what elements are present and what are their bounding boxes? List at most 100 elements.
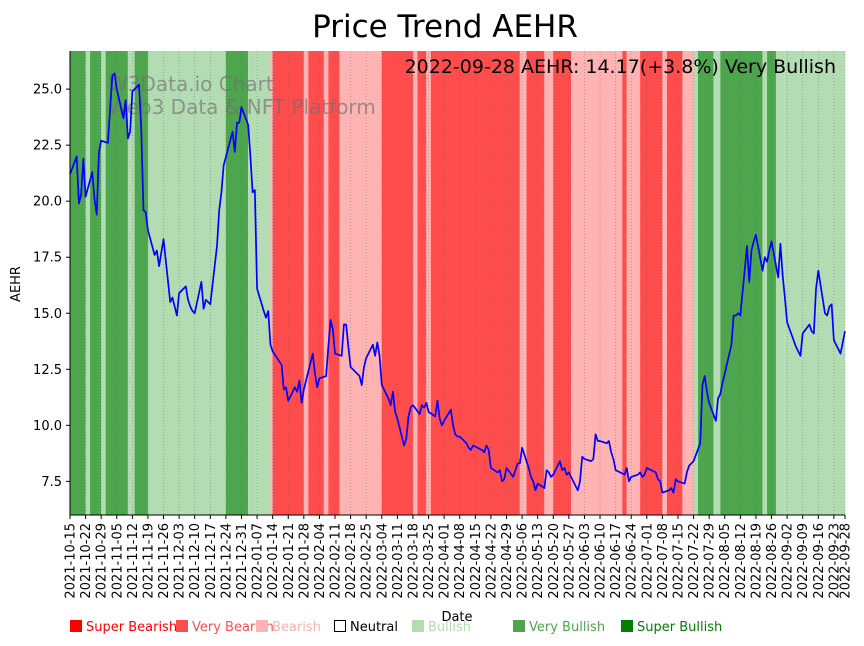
legend-swatch: [412, 620, 424, 632]
legend-label: Super Bullish: [637, 620, 723, 635]
x-tick-label-5: 2021-11-19: [141, 523, 156, 599]
x-tick-label-24: 2022-04-01: [438, 523, 453, 599]
x-axis-label: Date: [441, 610, 472, 625]
legend-swatch: [513, 620, 525, 632]
legend-item-very-bullish: Very Bullish: [513, 620, 605, 635]
y-tick-label-1: 10.0: [33, 419, 62, 434]
x-tick-label-31: 2022-05-20: [547, 523, 562, 599]
chart-title: Price Trend AEHR: [312, 9, 578, 45]
x-tick-label-11: 2021-12-31: [235, 523, 250, 599]
sentiment-region-41: [784, 51, 845, 515]
sentiment-region-11: [270, 51, 273, 515]
x-tick-label-29: 2022-05-06: [516, 523, 531, 599]
x-tick-label-15: 2022-01-28: [297, 523, 312, 599]
sentiment-region-8: [225, 51, 249, 515]
price-line-0: [69, 72, 846, 494]
y-tick-label-4: 17.5: [33, 251, 62, 266]
x-tick-label-16: 2022-02-04: [313, 523, 328, 599]
sentiment-region-1: [85, 51, 91, 515]
sentiment-region-32: [666, 51, 683, 515]
x-tick-label-3: 2021-11-05: [110, 523, 125, 599]
sentiment-region-3: [101, 51, 106, 515]
y-tick-label-7: 25.0: [33, 83, 62, 98]
sentiment-region-37: [720, 51, 763, 515]
x-tick-label-7: 2021-12-03: [173, 523, 188, 599]
y-axis-ticks: 7.5 10.0 12.5 15.0 17.5 20.0 22.5 25.0: [33, 83, 70, 490]
x-tick-label-40: 2022-07-22: [687, 523, 702, 599]
legend-item-neutral: Neutral: [334, 620, 398, 635]
legend-item-bullish: Bullish: [412, 620, 471, 635]
sentiment-region-26: [553, 51, 572, 515]
sentiment-region-35: [698, 51, 714, 515]
x-tick-label-19: 2022-02-25: [360, 523, 375, 599]
x-tick-label-13: 2022-01-14: [266, 523, 281, 599]
x-tick-label-34: 2022-06-10: [594, 523, 609, 599]
x-tick-label-36: 2022-06-24: [625, 523, 640, 599]
x-tick-label-17: 2022-02-11: [329, 523, 344, 599]
x-tick-label-2: 2021-10-29: [95, 523, 110, 599]
x-tick-label-6: 2021-11-26: [157, 523, 172, 599]
x-tick-label-48: 2022-09-16: [812, 523, 827, 599]
legend-item-super-bearish: Super Bearish: [70, 620, 177, 635]
sentiment-region-10: [257, 51, 271, 515]
x-tick-label-0: 2021-10-15: [64, 523, 79, 599]
sentiment-region-16: [328, 51, 340, 515]
sentiment-region-5: [127, 51, 135, 515]
legend-label: Very Bearish: [192, 620, 274, 635]
x-tick-label-21: 2022-03-11: [391, 523, 406, 599]
x-tick-label-50: 2022-09-28: [839, 523, 854, 599]
sentiment-region-23: [519, 51, 527, 515]
axes: [69, 51, 845, 516]
x-tick-label-9: 2021-12-17: [204, 523, 219, 599]
sentiment-region-15: [323, 51, 329, 515]
x-tick-label-14: 2022-01-21: [282, 523, 297, 599]
legend-swatch: [256, 620, 268, 632]
x-tick-label-42: 2022-08-05: [718, 523, 733, 599]
x-tick-label-27: 2022-04-22: [484, 523, 499, 599]
sentiment-region-27: [571, 51, 623, 515]
sentiment-region-25: [544, 51, 554, 515]
sentiment-legend: Super Bearish Very Bearish Bearish Neutral B…: [70, 620, 860, 640]
sentiment-region-31: [662, 51, 667, 515]
x-tick-label-41: 2022-07-29: [703, 523, 718, 599]
x-tick-label-8: 2021-12-10: [188, 523, 203, 599]
legend-swatch: [70, 620, 82, 632]
legend-label: Very Bullish: [529, 620, 606, 635]
legend-label: Neutral: [350, 620, 398, 635]
legend-swatch: [621, 620, 633, 632]
price-series: [69, 72, 846, 494]
sentiment-region-9: [248, 51, 258, 515]
x-tick-label-10: 2021-12-24: [219, 523, 234, 599]
x-tick-label-43: 2022-08-12: [734, 523, 749, 599]
x-tick-label-20: 2022-03-04: [375, 523, 390, 599]
legend-label: Bullish: [428, 620, 472, 635]
x-tick-label-18: 2022-02-18: [344, 523, 359, 599]
watermark-line-0: W3Data.io Chart: [108, 72, 274, 96]
sentiment-region-17: [339, 51, 382, 515]
x-tick-label-49: 2022-09-23: [827, 523, 842, 599]
x-axis-ticks: 2021-10-15 2021-10-22 2021-10-29 2021-11-05…: [64, 515, 854, 599]
x-tick-label-28: 2022-04-29: [500, 523, 515, 599]
x-tick-label-37: 2022-07-01: [640, 523, 655, 599]
sentiment-region-34: [693, 51, 699, 515]
sentiment-region-0: [70, 51, 86, 515]
x-tick-label-22: 2022-03-18: [406, 523, 421, 599]
y-tick-label-2: 12.5: [33, 363, 62, 378]
legend-label: Super Bearish: [86, 620, 178, 635]
legend-label: Bearish: [272, 620, 321, 635]
y-tick-label-6: 22.5: [33, 139, 62, 154]
x-tick-label-26: 2022-04-15: [469, 523, 484, 599]
sentiment-region-7: [147, 51, 226, 515]
x-tick-label-47: 2022-09-09: [796, 523, 811, 599]
sentiment-region-13: [303, 51, 309, 515]
x-tick-label-33: 2022-06-03: [578, 523, 593, 599]
legend-item-bearish: Bearish: [256, 620, 321, 635]
y-tick-label-0: 7.5: [41, 475, 62, 490]
x-tick-label-46: 2022-09-02: [781, 523, 796, 599]
sentiment-region-6: [134, 51, 148, 515]
sentiment-region-14: [308, 51, 324, 515]
sentiment-region-19: [412, 51, 418, 515]
x-tick-label-44: 2022-08-19: [749, 523, 764, 599]
sentiment-region-30: [640, 51, 663, 515]
